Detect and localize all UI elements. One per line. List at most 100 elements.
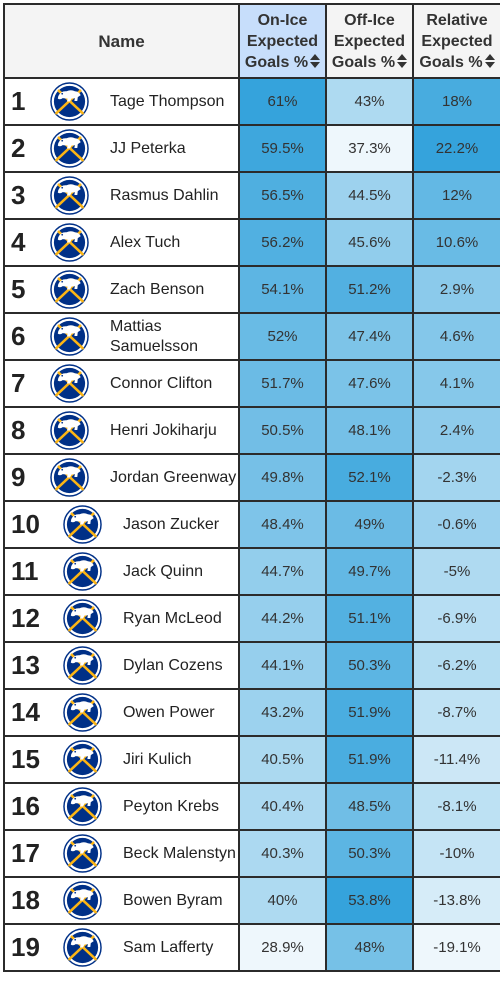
relative-xg-cell: -0.6% bbox=[412, 500, 500, 549]
header-line: On-Ice bbox=[257, 11, 308, 29]
player-name: Peyton Krebs bbox=[123, 797, 220, 815]
player-cell: 2 JJ Peterka bbox=[3, 124, 240, 173]
player-stats-table: Name On-Ice Expected Goals % Off-Ice Exp… bbox=[3, 3, 500, 972]
table-row: 16 Peyton Krebs 40.4% 48.5% -8.1% bbox=[3, 782, 500, 831]
player-cell: 4 Alex Tuch bbox=[3, 218, 240, 267]
off-ice-xg-cell: 37.3% bbox=[325, 124, 414, 173]
player-cell: 19 Sam Lafferty bbox=[3, 923, 240, 972]
player-rank: 9 bbox=[11, 462, 26, 492]
off-ice-xg-cell: 51.9% bbox=[325, 688, 414, 737]
player-cell: 13 Dylan Cozens bbox=[3, 641, 240, 690]
on-ice-xg-cell: 40% bbox=[238, 876, 327, 925]
table-row: 19 Sam Lafferty 28.9% 48% -19.1% bbox=[3, 923, 500, 972]
player-cell: 16 Peyton Krebs bbox=[3, 782, 240, 831]
player-name: Beck Malenstyn bbox=[123, 844, 236, 862]
sort-updown-icon[interactable] bbox=[310, 53, 321, 68]
table-row: 14 Owen Power 43.2% 51.9% -8.7% bbox=[3, 688, 500, 737]
on-ice-xg-cell: 50.5% bbox=[238, 406, 327, 455]
relative-xg-cell: -6.2% bbox=[412, 641, 500, 690]
sort-updown-icon[interactable] bbox=[397, 53, 408, 68]
relative-xg-cell: -5% bbox=[412, 547, 500, 596]
sabres-logo-icon bbox=[63, 552, 102, 591]
on-ice-xg-cell: 40.3% bbox=[238, 829, 327, 878]
off-ice-xg-cell: 50.3% bbox=[325, 829, 414, 878]
player-name: JJ Peterka bbox=[110, 139, 186, 157]
relative-xg-cell: -8.7% bbox=[412, 688, 500, 737]
player-cell: 11 Jack Quinn bbox=[3, 547, 240, 596]
header-line: Goals % bbox=[331, 53, 396, 71]
player-rank: 1 bbox=[11, 86, 26, 116]
column-header-relative-xg[interactable]: Relative Expected Goals % bbox=[412, 3, 500, 79]
off-ice-xg-cell: 47.6% bbox=[325, 359, 414, 408]
table-row: 8 Henri Jokiharju 50.5% 48.1% 2.4% bbox=[3, 406, 500, 455]
table-row: 9 Jordan Greenway 49.8% 52.1% -2.3% bbox=[3, 453, 500, 502]
player-name: Henri Jokiharju bbox=[110, 421, 217, 439]
player-cell: 5 Zach Benson bbox=[3, 265, 240, 314]
column-header-name-label: Name bbox=[98, 31, 145, 51]
header-line: Goals % bbox=[419, 53, 483, 71]
relative-xg-cell: 4.1% bbox=[412, 359, 500, 408]
relative-xg-cell: -10% bbox=[412, 829, 500, 878]
header-line: Expected bbox=[246, 32, 319, 50]
table-header-row: Name On-Ice Expected Goals % Off-Ice Exp… bbox=[3, 3, 500, 79]
on-ice-xg-cell: 44.2% bbox=[238, 594, 327, 643]
player-cell: 1 Tage Thompson bbox=[3, 77, 240, 126]
on-ice-xg-cell: 43.2% bbox=[238, 688, 327, 737]
relative-xg-cell: 2.4% bbox=[412, 406, 500, 455]
player-name: Jiri Kulich bbox=[123, 750, 192, 768]
on-ice-xg-cell: 28.9% bbox=[238, 923, 327, 972]
sabres-logo-icon bbox=[63, 646, 102, 685]
player-cell: 3 Rasmus Dahlin bbox=[3, 171, 240, 220]
player-name: Tage Thompson bbox=[110, 92, 225, 110]
table-row: 6 Mattias Samuelsson 52% 47.4% 4.6% bbox=[3, 312, 500, 361]
on-ice-xg-cell: 56.2% bbox=[238, 218, 327, 267]
relative-xg-cell: -8.1% bbox=[412, 782, 500, 831]
sort-updown-icon[interactable] bbox=[484, 53, 495, 68]
player-name: Ryan McLeod bbox=[123, 609, 222, 627]
player-rank: 7 bbox=[11, 368, 26, 398]
player-name: Mattias Samuelsson bbox=[110, 317, 199, 355]
sabres-logo-icon bbox=[50, 317, 89, 356]
off-ice-xg-cell: 51.1% bbox=[325, 594, 414, 643]
player-name: Zach Benson bbox=[110, 280, 205, 298]
sabres-logo-icon bbox=[50, 129, 89, 168]
relative-xg-cell: -2.3% bbox=[412, 453, 500, 502]
relative-xg-cell: 12% bbox=[412, 171, 500, 220]
table-row: 13 Dylan Cozens 44.1% 50.3% -6.2% bbox=[3, 641, 500, 690]
sabres-logo-icon bbox=[50, 223, 89, 262]
player-name: Sam Lafferty bbox=[123, 938, 214, 956]
player-rank: 13 bbox=[11, 650, 40, 680]
table-row: 1 Tage Thompson 61% 43% 18% bbox=[3, 77, 500, 126]
player-cell: 18 Bowen Byram bbox=[3, 876, 240, 925]
off-ice-xg-cell: 51.2% bbox=[325, 265, 414, 314]
player-name: Connor Clifton bbox=[110, 374, 213, 392]
table-row: 7 Connor Clifton 51.7% 47.6% 4.1% bbox=[3, 359, 500, 408]
off-ice-xg-cell: 44.5% bbox=[325, 171, 414, 220]
sabres-logo-icon bbox=[50, 458, 89, 497]
player-rank: 11 bbox=[11, 556, 39, 586]
player-rank: 12 bbox=[11, 603, 40, 633]
off-ice-xg-cell: 48.1% bbox=[325, 406, 414, 455]
player-cell: 17 Beck Malenstyn bbox=[3, 829, 240, 878]
sabres-logo-icon bbox=[63, 881, 102, 920]
relative-xg-cell: 2.9% bbox=[412, 265, 500, 314]
table-row: 5 Zach Benson 54.1% 51.2% 2.9% bbox=[3, 265, 500, 314]
off-ice-xg-cell: 43% bbox=[325, 77, 414, 126]
relative-xg-cell: 4.6% bbox=[412, 312, 500, 361]
player-cell: 14 Owen Power bbox=[3, 688, 240, 737]
column-header-on-ice-xg[interactable]: On-Ice Expected Goals % bbox=[238, 3, 327, 79]
sabres-logo-icon bbox=[63, 599, 102, 638]
on-ice-xg-cell: 56.5% bbox=[238, 171, 327, 220]
player-name: Rasmus Dahlin bbox=[110, 186, 219, 204]
sabres-logo-icon bbox=[50, 176, 89, 215]
player-rank: 14 bbox=[11, 697, 40, 727]
column-header-off-ice-xg[interactable]: Off-Ice Expected Goals % bbox=[325, 3, 414, 79]
player-rank: 5 bbox=[11, 274, 26, 304]
player-rank: 6 bbox=[11, 321, 26, 351]
header-line: Expected bbox=[333, 32, 406, 50]
player-name: Alex Tuch bbox=[110, 233, 181, 251]
relative-xg-cell: -19.1% bbox=[412, 923, 500, 972]
column-header-name[interactable]: Name bbox=[3, 3, 240, 79]
table-row: 12 Ryan McLeod 44.2% 51.1% -6.9% bbox=[3, 594, 500, 643]
player-rank: 19 bbox=[11, 932, 40, 962]
